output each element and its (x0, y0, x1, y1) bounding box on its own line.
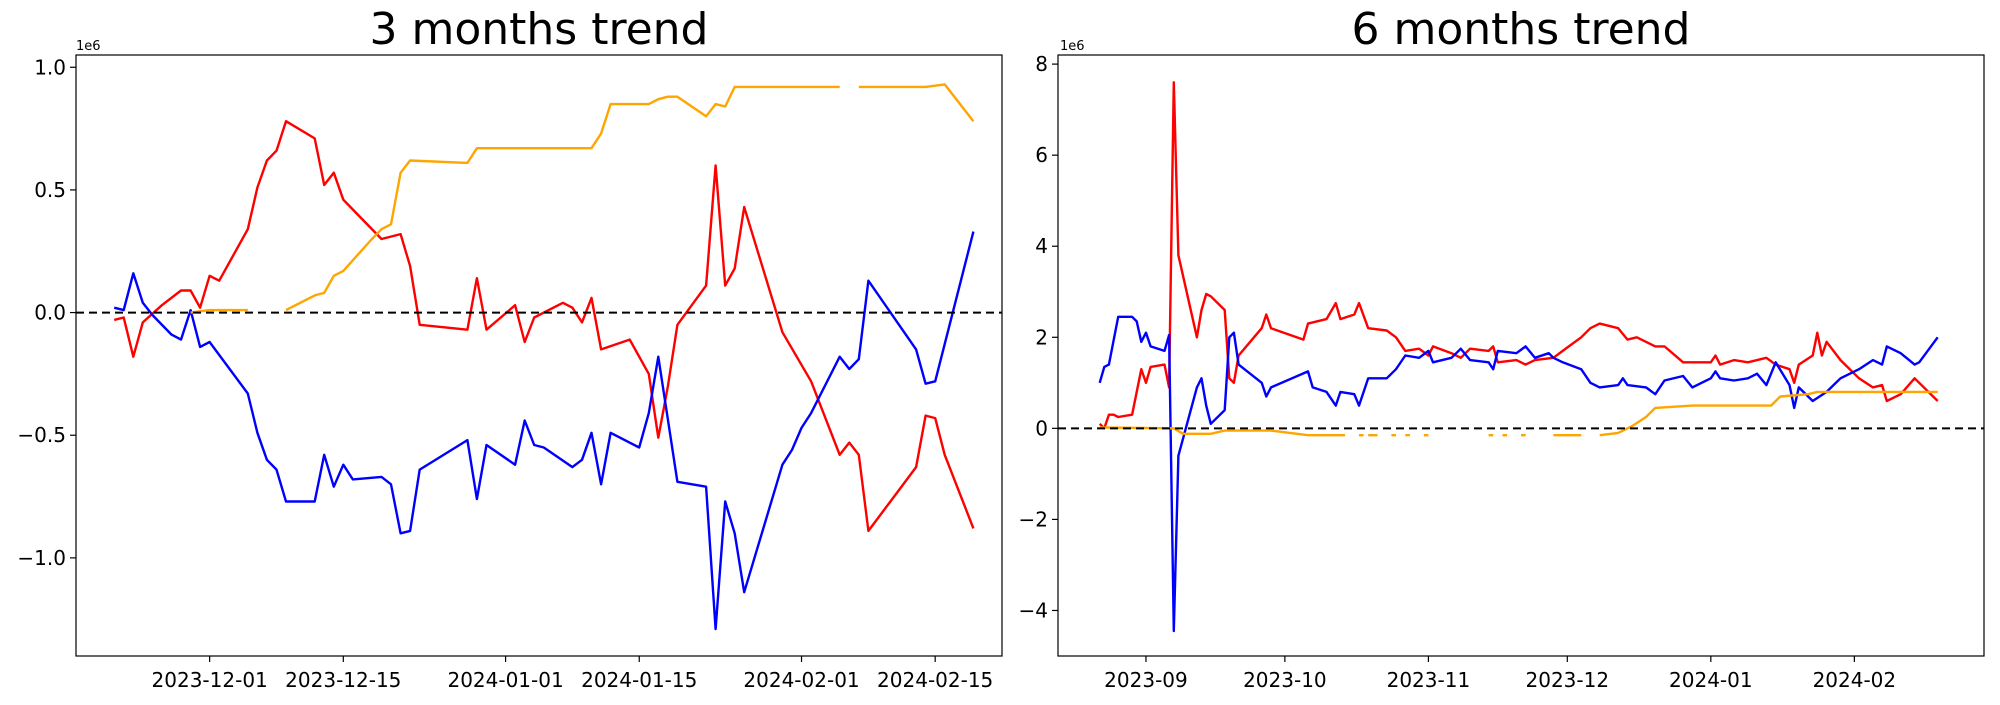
series-line (113, 120, 975, 533)
x-tick-label: 2024-01-15 (581, 668, 697, 692)
y-offset-label: 1e6 (1060, 39, 1085, 54)
x-tick-label: 2023-09 (1104, 668, 1188, 692)
series-line (113, 231, 975, 631)
y-offset-label: 1e6 (76, 39, 101, 54)
y-tick-label: −0.5 (17, 423, 66, 447)
chart-title: 6 months trend (1352, 4, 1691, 55)
series-line (1599, 390, 1938, 437)
y-tick-label: 0.0 (34, 301, 66, 325)
y-tick-label: 8 (1035, 52, 1048, 76)
series-line (1098, 315, 1939, 633)
y-tick-label: 1.0 (34, 55, 66, 79)
x-tick-label: 2024-01-01 (447, 668, 563, 692)
x-tick-label: 2023-10 (1243, 668, 1327, 692)
x-tick-label: 2024-02-15 (877, 668, 993, 692)
series-line (858, 83, 975, 122)
chart-title: 3 months trend (370, 4, 709, 55)
x-tick-label: 2024-01 (1669, 668, 1753, 692)
y-tick-label: 0.5 (34, 178, 66, 202)
chart-3-months: 3 months trend 1e6 1.0 0.5 0.0 −0.5 −1.0 2023… (17, 4, 1003, 692)
x-tick-label: 2024-02 (1813, 668, 1897, 692)
y-tick-label: 4 (1035, 234, 1048, 258)
plot-frame (75, 54, 1003, 657)
series-line (285, 85, 840, 312)
x-tick-label: 2023-12 (1526, 668, 1610, 692)
y-tick-label: −4 (1019, 598, 1048, 622)
y-tick-label: −2 (1019, 507, 1048, 531)
x-tick-label: 2023-12-01 (152, 668, 268, 692)
x-tick-label: 2024-02-01 (743, 668, 859, 692)
y-tick-label: 6 (1035, 143, 1048, 167)
x-tick-label: 2023-12-15 (285, 668, 401, 692)
plot-frame (1057, 54, 1985, 657)
series-line (1098, 81, 1939, 430)
y-tick-label: 2 (1035, 325, 1048, 349)
x-tick-label: 2023-11 (1387, 668, 1471, 692)
y-tick-label: −1.0 (17, 546, 66, 570)
chart-6-months: 6 months trend 1e6 8 6 4 2 0 −2 −4 2023-09 2023-… (1019, 4, 1985, 692)
y-tick-label: 0 (1035, 416, 1048, 440)
